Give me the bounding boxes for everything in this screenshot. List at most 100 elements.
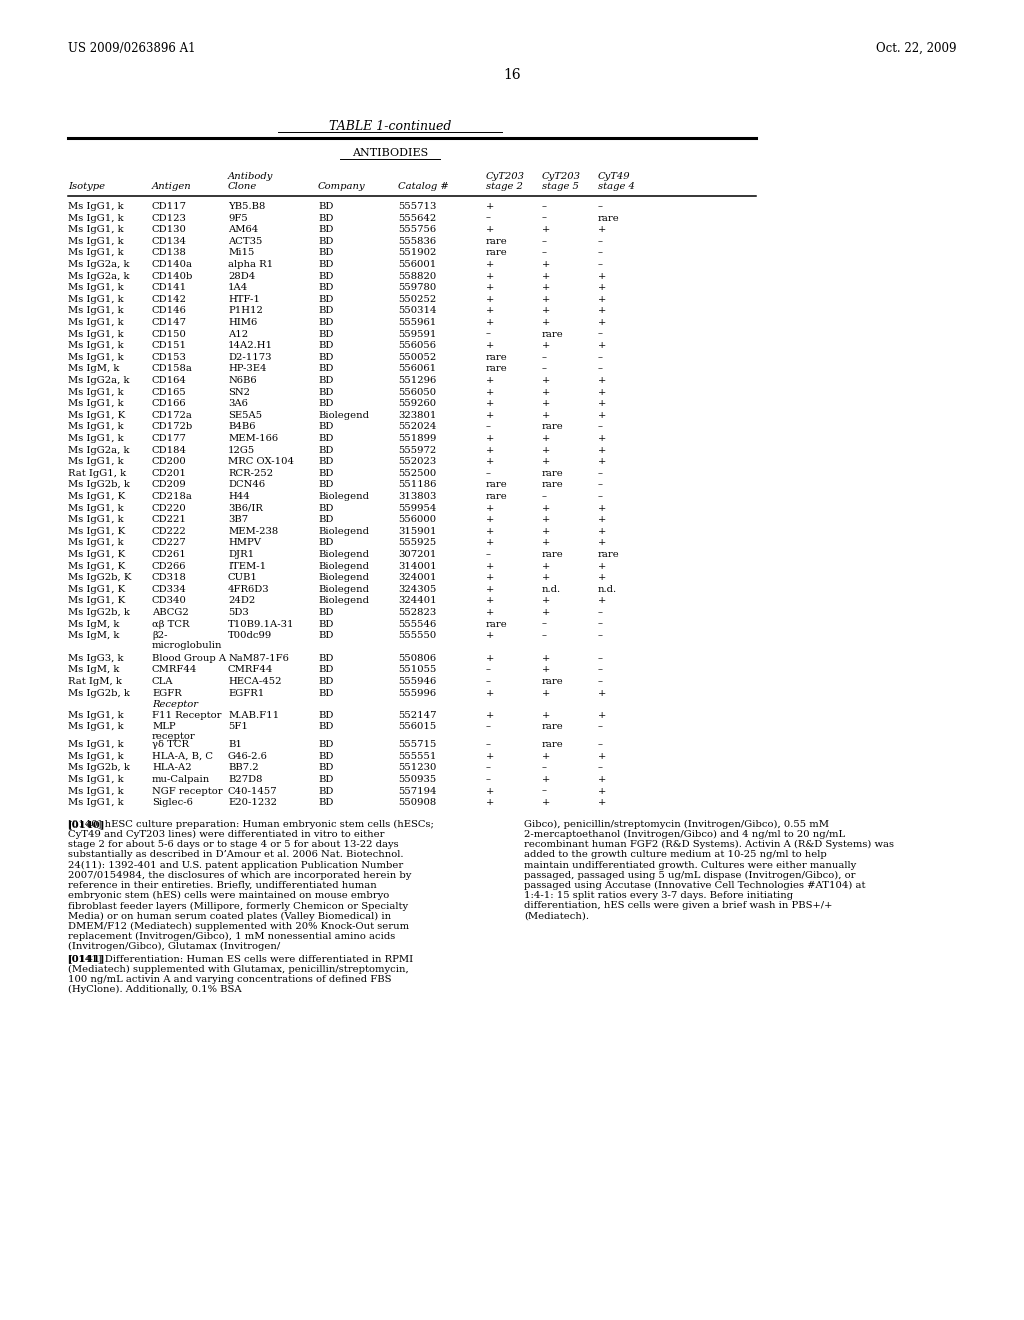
Text: Ms IgG1, k: Ms IgG1, k: [68, 352, 124, 362]
Text: 551899: 551899: [398, 434, 436, 444]
Text: ANTIBODIES: ANTIBODIES: [352, 148, 428, 158]
Text: 552147: 552147: [398, 710, 436, 719]
Text: M.AB.F11: M.AB.F11: [228, 710, 280, 719]
Text: rare: rare: [486, 480, 508, 490]
Text: ABCG2: ABCG2: [152, 609, 188, 616]
Text: NGF receptor: NGF receptor: [152, 787, 222, 796]
Text: +: +: [486, 504, 495, 512]
Text: +: +: [542, 388, 550, 396]
Text: Mi15: Mi15: [228, 248, 254, 257]
Text: BD: BD: [318, 710, 334, 719]
Text: CyT203: CyT203: [486, 172, 525, 181]
Text: 323801: 323801: [398, 411, 436, 420]
Text: BD: BD: [318, 341, 334, 350]
Text: 9F5: 9F5: [228, 214, 248, 223]
Text: 558820: 558820: [398, 272, 436, 281]
Text: rare: rare: [486, 364, 508, 374]
Text: RCR-252: RCR-252: [228, 469, 273, 478]
Text: HLA-A, B, C: HLA-A, B, C: [152, 752, 213, 760]
Text: Ms IgM, k: Ms IgM, k: [68, 665, 120, 675]
Text: Ms IgG1, k: Ms IgG1, k: [68, 710, 124, 719]
Text: Ms IgG2a, k: Ms IgG2a, k: [68, 272, 129, 281]
Text: 551055: 551055: [398, 665, 436, 675]
Text: CD142: CD142: [152, 294, 187, 304]
Text: (Mediatech) supplemented with Glutamax, penicillin/streptomycin,: (Mediatech) supplemented with Glutamax, …: [68, 965, 409, 974]
Text: CD221: CD221: [152, 515, 186, 524]
Text: Rat IgM, k: Rat IgM, k: [68, 677, 122, 686]
Text: EGFR: EGFR: [152, 689, 181, 698]
Text: +: +: [486, 411, 495, 420]
Text: +: +: [542, 457, 550, 466]
Text: rare: rare: [486, 492, 508, 502]
Text: CD209: CD209: [152, 480, 186, 490]
Text: +: +: [486, 710, 495, 719]
Text: –: –: [598, 763, 603, 772]
Text: –: –: [598, 665, 603, 675]
Text: DJR1: DJR1: [228, 550, 254, 558]
Text: Biolegend: Biolegend: [318, 561, 369, 570]
Text: +: +: [486, 597, 495, 606]
Text: rare: rare: [542, 330, 564, 339]
Text: Siglec-6: Siglec-6: [152, 799, 193, 808]
Text: Ms IgG1, k: Ms IgG1, k: [68, 294, 124, 304]
Text: Ms IgG1, K: Ms IgG1, K: [68, 550, 125, 558]
Text: Biolegend: Biolegend: [318, 527, 369, 536]
Text: +: +: [486, 306, 495, 315]
Text: +: +: [542, 775, 550, 784]
Text: 556056: 556056: [398, 341, 436, 350]
Text: Isotype: Isotype: [68, 182, 105, 191]
Text: BD: BD: [318, 799, 334, 808]
Text: Ms IgG1, k: Ms IgG1, k: [68, 236, 124, 246]
Text: Ms IgG2a, k: Ms IgG2a, k: [68, 446, 129, 454]
Text: CyT203: CyT203: [542, 172, 581, 181]
Text: CD218a: CD218a: [152, 492, 193, 502]
Text: +: +: [598, 573, 606, 582]
Text: DMEM/F12 (Mediatech) supplemented with 20% Knock-Out serum: DMEM/F12 (Mediatech) supplemented with 2…: [68, 921, 410, 931]
Text: BD: BD: [318, 677, 334, 686]
Text: +: +: [598, 527, 606, 536]
Text: CD261: CD261: [152, 550, 186, 558]
Text: +: +: [486, 799, 495, 808]
Text: –: –: [598, 330, 603, 339]
Text: stage 2: stage 2: [486, 182, 523, 191]
Text: Ms IgG1, k: Ms IgG1, k: [68, 752, 124, 760]
Text: BD: BD: [318, 665, 334, 675]
Text: –: –: [542, 236, 547, 246]
Text: Ms IgG1, k: Ms IgG1, k: [68, 799, 124, 808]
Text: 28D4: 28D4: [228, 272, 255, 281]
Text: +: +: [486, 446, 495, 454]
Text: –: –: [486, 741, 490, 750]
Text: n.d.: n.d.: [598, 585, 617, 594]
Text: 552500: 552500: [398, 469, 436, 478]
Text: Oct. 22, 2009: Oct. 22, 2009: [876, 42, 956, 55]
Text: 555715: 555715: [398, 741, 436, 750]
Text: –: –: [598, 631, 603, 640]
Text: –: –: [598, 480, 603, 490]
Text: –: –: [486, 330, 490, 339]
Text: +: +: [486, 388, 495, 396]
Text: CD340: CD340: [152, 597, 186, 606]
Text: Gibco), penicillin/streptomycin (Invitrogen/Gibco), 0.55 mM: Gibco), penicillin/streptomycin (Invitro…: [524, 820, 829, 829]
Text: CD334: CD334: [152, 585, 186, 594]
Text: –: –: [598, 653, 603, 663]
Text: –: –: [598, 260, 603, 269]
Text: +: +: [542, 399, 550, 408]
Text: BD: BD: [318, 689, 334, 698]
Text: +: +: [486, 653, 495, 663]
Text: alpha R1: alpha R1: [228, 260, 273, 269]
Text: (HyClone). Additionally, 0.1% BSA: (HyClone). Additionally, 0.1% BSA: [68, 985, 242, 994]
Text: BD: BD: [318, 226, 334, 234]
Text: –: –: [598, 352, 603, 362]
Text: Ms IgG2b, k: Ms IgG2b, k: [68, 480, 130, 490]
Text: +: +: [598, 272, 606, 281]
Text: BD: BD: [318, 399, 334, 408]
Text: BD: BD: [318, 653, 334, 663]
Text: +: +: [598, 446, 606, 454]
Text: 12G5: 12G5: [228, 446, 255, 454]
Text: C40-1457: C40-1457: [228, 787, 278, 796]
Text: 2007/0154984, the disclosures of which are incorporated herein by: 2007/0154984, the disclosures of which a…: [68, 871, 412, 880]
Text: +: +: [486, 457, 495, 466]
Text: –: –: [486, 550, 490, 558]
Text: recombinant human FGF2 (R&D Systems). Activin A (R&D Systems) was: recombinant human FGF2 (R&D Systems). Ac…: [524, 841, 894, 849]
Text: [0140]: [0140]: [68, 820, 105, 829]
